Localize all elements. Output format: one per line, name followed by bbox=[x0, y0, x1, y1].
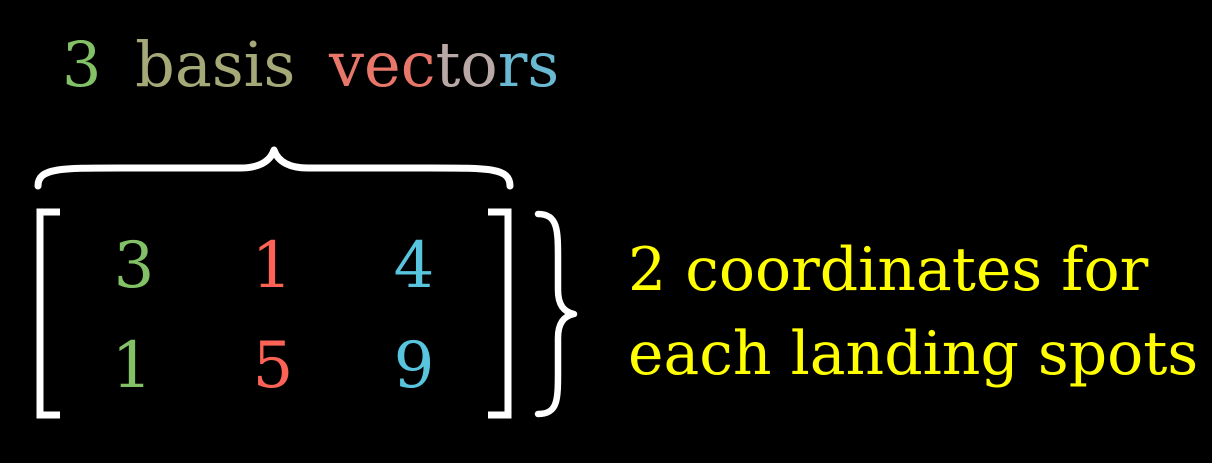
title-word-basis: basis bbox=[135, 28, 296, 101]
matrix-entry-r2-c2: 5 bbox=[252, 329, 294, 403]
matrix-entry-r2-c3: 9 bbox=[393, 329, 435, 403]
matrix-entry-r2-c1: 1 bbox=[111, 329, 153, 403]
matrix-left-bracket bbox=[36, 208, 60, 419]
title-number: 3 bbox=[62, 28, 102, 101]
annotation-line-1: 2 coordinates for bbox=[628, 235, 1149, 305]
vertical-brace bbox=[534, 210, 578, 418]
matrix-entry-r1-c2: 1 bbox=[251, 229, 293, 303]
matrix-entry-r1-c1: 3 bbox=[113, 229, 155, 303]
title-vectors-part3: rs bbox=[497, 28, 560, 101]
annotation-line-2: each landing spots bbox=[628, 319, 1199, 389]
matrix-entry-r1-c3: 4 bbox=[393, 229, 435, 303]
diagram-title: 3 basis vectors bbox=[62, 34, 559, 96]
title-vectors-part2: to bbox=[435, 28, 498, 101]
title-word-vectors: vectors bbox=[329, 34, 559, 96]
horizontal-brace bbox=[34, 146, 514, 190]
matrix-right-bracket bbox=[488, 208, 512, 419]
title-vectors-part1: vec bbox=[329, 28, 436, 101]
